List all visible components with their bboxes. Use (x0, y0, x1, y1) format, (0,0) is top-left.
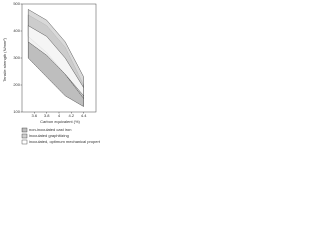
y-tick-label: 100 (13, 109, 20, 114)
y-tick-label: 200 (13, 82, 20, 87)
x-tick-label: 4.2 (69, 113, 75, 118)
x-tick-label: 3.8 (44, 113, 50, 118)
legend-swatch (21, 127, 28, 133)
band (27, 25, 84, 97)
legend-label: inoculated, optimum mechanical propertie… (29, 139, 100, 144)
legend-swatch (21, 139, 28, 145)
y-axis-label: Tensile strength (N/mm²) (2, 37, 7, 81)
legend-label: inoculated graphitizing (29, 133, 69, 138)
y-tick-label: 500 (13, 1, 20, 6)
x-tick-label: 4 (58, 113, 61, 118)
x-tick-label: 3.6 (32, 113, 38, 118)
x-axis-label: Carbon equivalent (%) (40, 119, 80, 124)
x-tick-label: 4.4 (81, 113, 87, 118)
chart: Tensile strength (N/mm²) Carbon equivale… (2, 1, 100, 145)
y-tick-label: 300 (13, 55, 20, 60)
y-tick-label: 400 (13, 28, 20, 33)
legend-label: non-inoculated cast iron (29, 127, 71, 132)
legend-swatch (21, 133, 28, 139)
